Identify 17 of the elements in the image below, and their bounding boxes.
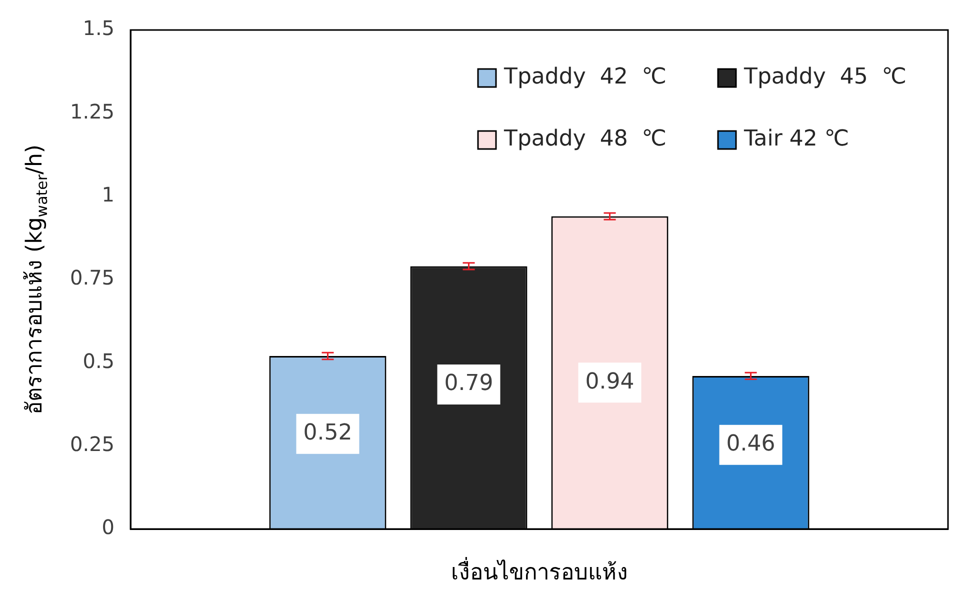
y-tick-label: 0.5 — [82, 348, 115, 373]
data-label: 0.79 — [444, 371, 494, 396]
legend-label: Tpaddy 45 ℃ — [743, 64, 907, 90]
y-tick-label: 0.75 — [70, 266, 115, 290]
y-tick-label: 1.25 — [70, 99, 115, 124]
legend-label: Tpaddy 42 ℃ — [503, 64, 667, 90]
x-axis-title: เงื่อนไขการอบแห้ง — [450, 556, 628, 586]
legend-label: Tair 42 ℃ — [743, 126, 850, 152]
y-tick-label: 0.25 — [70, 432, 115, 456]
data-label: 0.46 — [726, 432, 776, 457]
data-label: 0.52 — [303, 420, 352, 446]
data-label: 0.94 — [585, 369, 634, 394]
y-tick-label: 0 — [102, 515, 115, 540]
y-axis-title: อัตราการอบแห้ง (kgwater/h) — [22, 144, 51, 414]
y-tick-label: 1.5 — [82, 16, 115, 40]
y-tick-label: 1 — [102, 182, 115, 207]
legend-label: Tpaddy 48 ℃ — [503, 126, 667, 152]
